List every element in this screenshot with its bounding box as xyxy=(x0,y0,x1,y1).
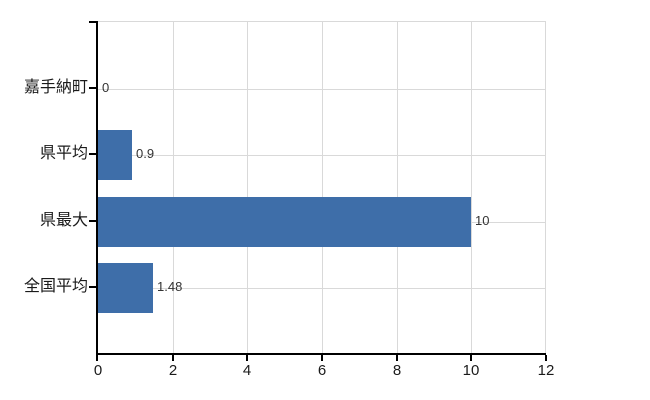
h-gridline xyxy=(98,89,545,90)
v-gridline xyxy=(545,22,546,354)
bar-value-label: 0 xyxy=(102,80,110,95)
bar xyxy=(98,130,132,180)
bar-value-label: 0.9 xyxy=(136,146,155,161)
x-tick xyxy=(246,355,248,361)
x-tick xyxy=(470,355,472,361)
v-gridline xyxy=(173,22,174,354)
x-tick-label: 0 xyxy=(93,362,103,379)
x-tick xyxy=(172,355,174,361)
h-gridline xyxy=(98,288,545,289)
bar-value-label: 1.48 xyxy=(157,279,183,294)
y-tick xyxy=(89,87,96,89)
y-tick xyxy=(89,153,96,155)
bar-value-label: 10 xyxy=(475,213,490,228)
v-gridline xyxy=(322,22,323,354)
h-gridline xyxy=(98,155,545,156)
x-tick-label: 6 xyxy=(317,362,327,379)
y-axis-end-tick xyxy=(89,21,96,23)
x-tick-label: 10 xyxy=(462,362,480,379)
y-axis-line xyxy=(96,21,98,361)
category-label: 嘉手納町 xyxy=(23,79,88,96)
x-tick-label: 8 xyxy=(392,362,402,379)
category-label: 県平均 xyxy=(39,145,88,162)
bar xyxy=(98,263,153,313)
x-axis-line xyxy=(96,353,546,355)
y-tick xyxy=(89,286,96,288)
v-gridline xyxy=(247,22,248,354)
x-tick-label: 2 xyxy=(168,362,178,379)
v-gridline xyxy=(397,22,398,354)
x-tick-label: 12 xyxy=(537,362,555,379)
x-tick xyxy=(321,355,323,361)
x-tick xyxy=(396,355,398,361)
bar xyxy=(98,197,471,247)
category-label: 全国平均 xyxy=(23,278,88,295)
y-tick xyxy=(89,220,96,222)
v-gridline xyxy=(471,22,472,354)
x-tick xyxy=(545,355,547,361)
x-tick-label: 4 xyxy=(242,362,252,379)
plot-area xyxy=(98,21,546,354)
category-label: 県最大 xyxy=(39,212,88,229)
